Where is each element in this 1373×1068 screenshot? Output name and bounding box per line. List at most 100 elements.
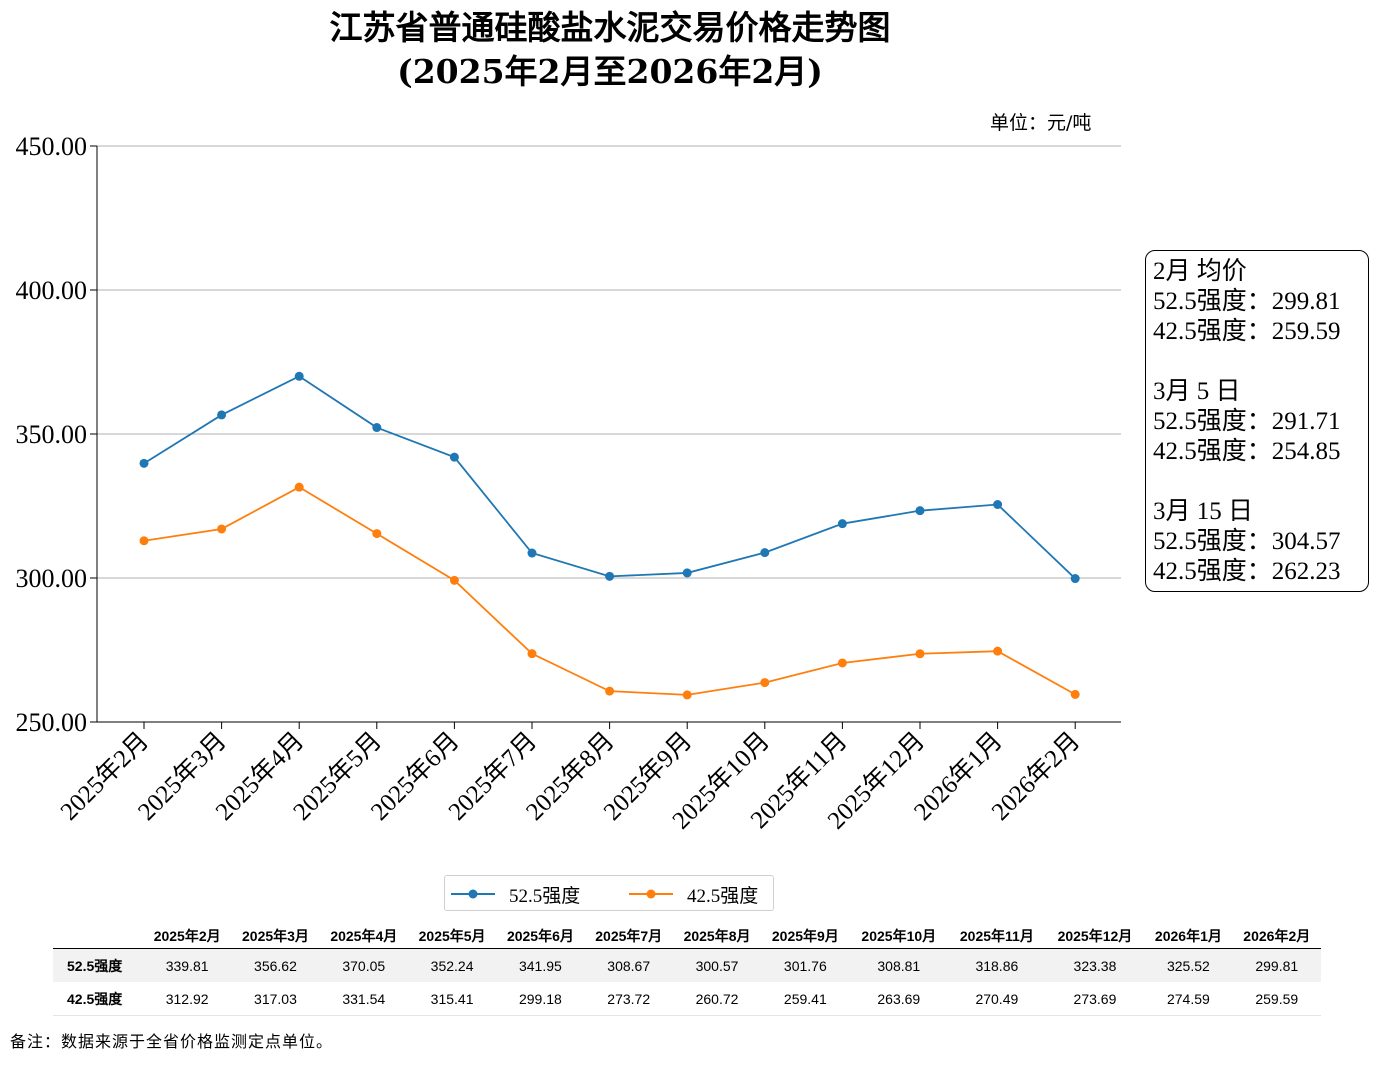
legend-label-42-5: 42.5强度	[687, 885, 759, 907]
unit-label: 单位：元/吨	[990, 112, 1092, 134]
table-cell: 299.18	[496, 982, 585, 1016]
data-point	[294, 371, 304, 381]
data-point	[837, 519, 847, 529]
table-cell: 341.95	[496, 948, 585, 982]
info-line: 52.5强度：291.71	[1153, 408, 1341, 435]
table-cell: 301.76	[761, 948, 850, 982]
info-line: 3月 15 日	[1153, 498, 1254, 525]
legend-entry-42-5: 42.5强度	[629, 881, 758, 907]
table-column-header: 2025年5月	[407, 924, 497, 949]
table-cell: 259.59	[1232, 982, 1321, 1016]
table-row-header: 42.5强度	[53, 982, 143, 1016]
legend-label-52-5: 52.5强度	[509, 885, 581, 907]
data-point	[915, 506, 925, 516]
info-line: 2月 均价	[1153, 258, 1247, 285]
y-tick-label: 450.00	[16, 132, 88, 161]
info-line: 42.5强度：262.23	[1153, 558, 1341, 585]
info-line: 52.5强度：304.57	[1153, 528, 1341, 555]
table-column-header: 2025年10月	[849, 924, 949, 949]
data-point	[605, 686, 615, 696]
table-header-row: 2025年2月 2025年3月 2025年4月 2025年5月 2025年6月 2025年…	[53, 924, 1321, 949]
data-point	[682, 690, 692, 700]
table-row-header: 52.5强度	[53, 948, 143, 982]
data-point	[372, 529, 382, 539]
line-chart: 250.00300.00350.00400.00450.002025年2月202…	[16, 132, 1121, 835]
table-column-header: 2025年4月	[319, 924, 408, 949]
data-point	[760, 678, 770, 688]
data-point	[993, 646, 1003, 656]
table-cell: 325.52	[1144, 948, 1233, 982]
table-row: 52.5强度 339.81 356.62 370.05 352.24 341.95 308.…	[53, 948, 1321, 982]
table-column-header: 2025年12月	[1045, 924, 1145, 949]
table-cell: 259.41	[761, 982, 850, 1016]
table-corner	[53, 924, 143, 949]
data-point	[527, 548, 537, 558]
data-point	[1070, 689, 1080, 699]
info-line	[1153, 467, 1368, 497]
table-column-header: 2025年11月	[948, 924, 1046, 949]
data-point	[139, 458, 149, 468]
data-point	[217, 410, 227, 420]
table-column-header: 2025年8月	[672, 924, 762, 949]
series-line-1	[143, 486, 1076, 696]
table-cell: 315.41	[407, 982, 497, 1016]
data-point	[449, 452, 459, 462]
table-cell: 308.67	[584, 948, 673, 982]
info-box: 2月 均价 52.5强度：299.81 42.5强度：259.59 3月 5 日 52.…	[1145, 250, 1369, 592]
data-point	[682, 568, 692, 578]
data-point	[915, 649, 925, 659]
table-body: 52.5强度 339.81 356.62 370.05 352.24 341.95 308.…	[53, 948, 1321, 1016]
table-cell: 339.81	[143, 948, 232, 982]
info-line: 42.5强度：254.85	[1153, 438, 1341, 465]
chart-title: 江苏省普通硅酸盐水泥交易价格走势图 (2025年2月至2026年2月)	[0, 6, 1220, 94]
table-cell: 331.54	[319, 982, 408, 1016]
data-point	[1070, 574, 1080, 584]
data-point	[993, 500, 1003, 510]
table-column-header: 2025年9月	[761, 924, 850, 949]
y-tick-label: 350.00	[16, 420, 88, 449]
y-tick-label: 250.00	[16, 708, 88, 737]
table-cell: 270.49	[948, 982, 1046, 1016]
footnote: 备注：数据来源于全省价格监测定点单位。	[10, 1032, 334, 1051]
table-cell: 274.59	[1144, 982, 1233, 1016]
legend-marker-42-5	[629, 889, 673, 899]
table-cell: 300.57	[672, 948, 762, 982]
info-line: 3月 5 日	[1153, 378, 1241, 405]
table-column-header: 2025年7月	[584, 924, 673, 949]
data-table: 2025年2月 2025年3月 2025年4月 2025年5月 2025年6月 2025年…	[53, 924, 1321, 1016]
data-point	[605, 571, 615, 581]
title-line-1: 江苏省普通硅酸盐水泥交易价格走势图	[329, 8, 891, 47]
data-point	[760, 548, 770, 558]
data-point	[139, 536, 149, 546]
data-point	[837, 658, 847, 668]
table-cell: 352.24	[407, 948, 497, 982]
data-point	[372, 423, 382, 433]
legend: 52.5强度 42.5强度	[444, 875, 774, 911]
table-cell: 318.86	[948, 948, 1046, 982]
title-line-2: (2025年2月至2026年2月)	[397, 52, 823, 91]
data-point	[294, 482, 304, 492]
table-cell: 263.69	[849, 982, 949, 1016]
table-column-header: 2025年6月	[496, 924, 585, 949]
table-cell: 273.72	[584, 982, 673, 1016]
legend-marker-52-5	[451, 889, 495, 899]
table-cell: 317.03	[231, 982, 320, 1016]
y-tick-label: 400.00	[16, 276, 88, 305]
table-row: 42.5强度 312.92 317.03 331.54 315.41 299.18 273.…	[53, 982, 1321, 1016]
table-column-header: 2026年1月	[1144, 924, 1233, 949]
info-line: 42.5强度：259.59	[1153, 318, 1341, 345]
table-cell: 299.81	[1232, 948, 1321, 982]
info-line: 52.5强度：299.81	[1153, 288, 1341, 315]
legend-entry-52-5: 52.5强度	[451, 881, 580, 907]
table-cell: 370.05	[319, 948, 408, 982]
table-cell: 308.81	[849, 948, 949, 982]
table-cell: 312.92	[143, 982, 232, 1016]
data-point	[449, 575, 459, 585]
info-line	[1153, 347, 1368, 377]
table-column-header: 2025年3月	[231, 924, 320, 949]
series-line-0	[143, 375, 1076, 580]
table-cell: 356.62	[231, 948, 320, 982]
table-cell: 273.69	[1045, 982, 1145, 1016]
y-tick-label: 300.00	[16, 564, 88, 593]
data-point	[217, 524, 227, 534]
